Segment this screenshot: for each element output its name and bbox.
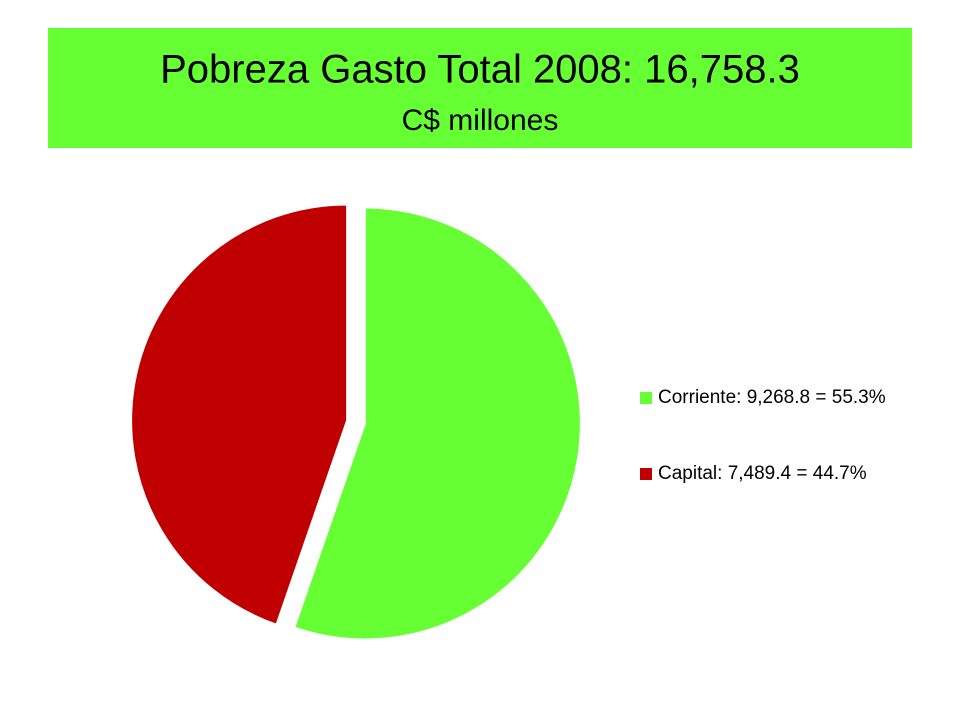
pie-slice — [130, 203, 349, 626]
legend-swatch — [640, 392, 652, 404]
chart-title: Pobreza Gasto Total 2008: 16,758.3 — [160, 48, 800, 92]
legend-label: Corriente: 9,268.8 = 55.3% — [658, 387, 886, 408]
legend-swatch — [640, 468, 652, 480]
pie-slice — [292, 206, 582, 641]
title-box — [48, 28, 912, 148]
legend-label: Capital: 7,489.4 = 44.7% — [658, 463, 867, 484]
chart-subtitle: C$ millones — [402, 104, 559, 137]
